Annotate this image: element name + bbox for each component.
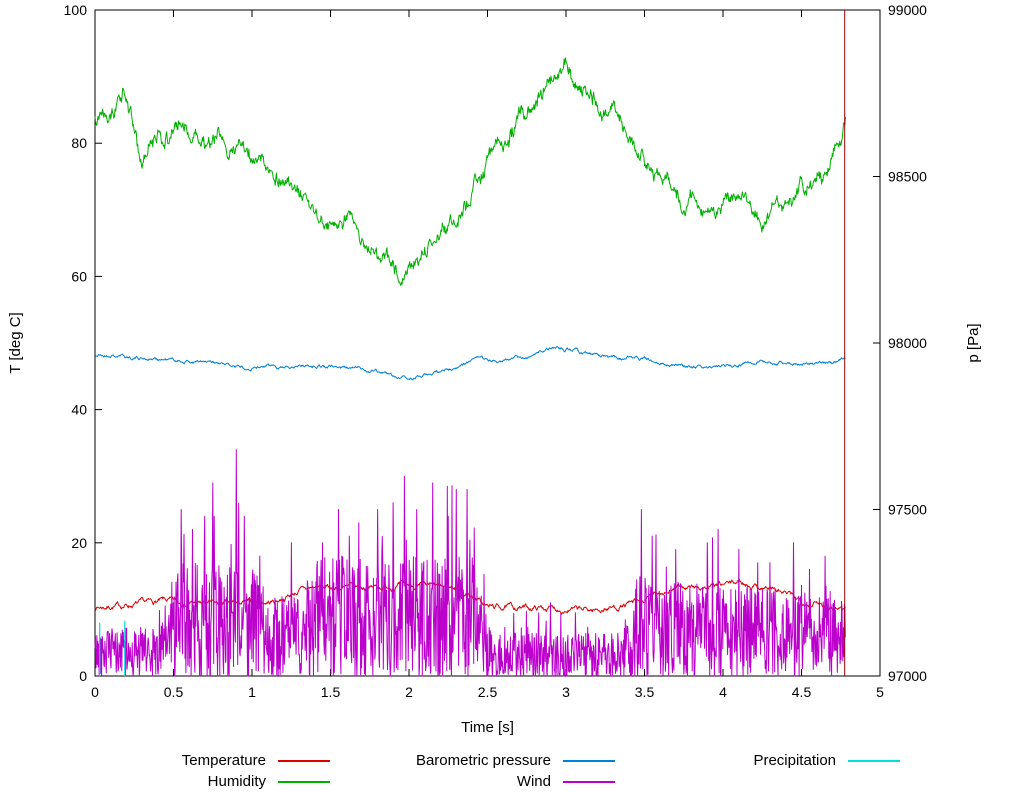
legend-label-precipitation: Precipitation (753, 752, 836, 769)
legend-item-wind: Wind (517, 771, 615, 792)
svg-text:98500: 98500 (888, 169, 927, 185)
legend-item-humidity: Humidity (208, 771, 330, 792)
svg-text:60: 60 (71, 268, 87, 284)
svg-text:4: 4 (719, 684, 727, 700)
barometric-pressure-line-swatch (563, 759, 615, 762)
svg-text:2: 2 (405, 684, 413, 700)
svg-text:99000: 99000 (888, 2, 927, 18)
svg-text:98000: 98000 (888, 335, 927, 351)
temperature-line-swatch (278, 759, 330, 762)
svg-text:1: 1 (248, 684, 256, 700)
svg-text:2.5: 2.5 (478, 684, 498, 700)
legend-item-precipitation: Precipitation (753, 750, 900, 771)
legend-label-barometric-pressure: Barometric pressure (415, 752, 551, 769)
legend-column-3: Precipitation (753, 750, 900, 771)
svg-text:0.5: 0.5 (164, 684, 184, 700)
svg-text:5: 5 (876, 684, 884, 700)
svg-text:80: 80 (71, 135, 87, 151)
legend-label-wind: Wind (516, 773, 551, 790)
svg-text:T [deg C]: T [deg C] (7, 312, 24, 373)
svg-text:4.5: 4.5 (792, 684, 812, 700)
legend-label-humidity: Humidity (207, 773, 266, 790)
svg-text:100: 100 (64, 2, 88, 18)
svg-text:1.5: 1.5 (321, 684, 341, 700)
svg-text:0: 0 (79, 668, 87, 684)
legend: Temperature Humidity Barometric pressure… (0, 750, 1024, 798)
svg-text:0: 0 (91, 684, 99, 700)
legend-column-2: Barometric pressure Wind (416, 750, 615, 792)
svg-text:3.5: 3.5 (635, 684, 655, 700)
svg-text:20: 20 (71, 535, 87, 551)
humidity-line-swatch (278, 780, 330, 783)
svg-text:Time [s]: Time [s] (461, 719, 514, 736)
svg-text:p [Pa]: p [Pa] (965, 323, 982, 362)
legend-label-temperature: Temperature (181, 752, 266, 769)
svg-text:97500: 97500 (888, 502, 927, 518)
precipitation-line-swatch (848, 759, 900, 762)
legend-item-barometric-pressure: Barometric pressure (416, 750, 615, 771)
legend-column-1: Temperature Humidity (182, 750, 330, 792)
svg-text:97000: 97000 (888, 668, 927, 684)
svg-text:3: 3 (562, 684, 570, 700)
svg-text:40: 40 (71, 402, 87, 418)
legend-item-temperature: Temperature (182, 750, 330, 771)
wind-line-swatch (563, 780, 615, 783)
